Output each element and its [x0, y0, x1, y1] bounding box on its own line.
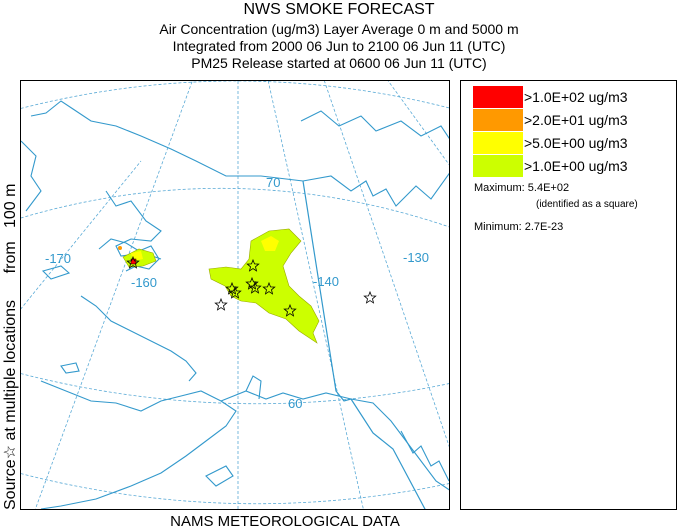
lon-label-170: -170 — [45, 251, 72, 266]
lon-line-180 — [21, 160, 142, 310]
alaska-canada-border — [302, 180, 426, 509]
legend-label-level3: >2.0E+01 ug/m3 — [524, 112, 628, 128]
legend-item-level2: >5.0E+00 ug/m3 — [473, 132, 673, 154]
lon-label-130: -130 — [403, 250, 430, 265]
lon-line-150 — [267, 81, 364, 509]
lon-line-130 — [387, 81, 449, 166]
source-star-icon — [228, 285, 242, 299]
lat-label-60: 60 — [288, 396, 303, 411]
plume-level2-central — [261, 236, 279, 251]
forecast-subtitle-integration: Integrated from 2000 06 Jun to 2100 06 J… — [172, 38, 506, 54]
lon-line-140 — [323, 81, 449, 448]
source-star-icon — [246, 258, 260, 272]
source-markers — [126, 255, 377, 317]
southwest-coast — [40, 380, 222, 412]
alaska-peninsula — [40, 400, 237, 509]
source-star-icon — [248, 280, 262, 294]
source-star-icon: ☆ — [2, 444, 19, 460]
south-central-coast — [220, 390, 449, 491]
source-axis-label: Source☆ at multiple locations from 100 m — [0, 80, 19, 510]
lat-line-60 — [21, 373, 449, 405]
plume-hotspot-west — [118, 246, 122, 250]
legend-max-note: (identified as a square) — [536, 199, 638, 210]
legend-item-level3: >2.0E+01 ug/m3 — [473, 109, 673, 131]
legend-swatch-level4 — [473, 86, 523, 108]
legend-label-level2: >5.0E+00 ug/m3 — [524, 135, 628, 151]
legend-item-level1: >1.0E+00 ug/m3 — [473, 155, 673, 177]
source-star-icon — [126, 255, 140, 269]
legend-swatch-level3 — [473, 109, 523, 131]
map-canvas — [21, 81, 449, 509]
legend-minimum: Minimum: 2.7E-23 — [474, 221, 564, 233]
forecast-title: NWS SMOKE FORECAST — [243, 1, 435, 18]
source-star-icon — [283, 303, 297, 317]
lon-label-160: -160 — [131, 275, 158, 290]
nunivak-island — [60, 362, 80, 374]
north-slope-coast — [30, 100, 449, 207]
graticule — [21, 81, 449, 509]
chukotka-coast — [21, 140, 42, 212]
source-label: Source — [2, 459, 19, 510]
legend-maximum: Maximum: 5.4E+02 — [474, 182, 570, 194]
legend-label-level1: >1.0E+00 ug/m3 — [524, 158, 628, 174]
source-star-icon — [363, 290, 377, 304]
source-star-icon — [245, 276, 259, 290]
lat-label-70: 70 — [266, 175, 281, 190]
seward-peninsula — [98, 238, 160, 272]
legend-swatch-level1 — [473, 155, 523, 177]
legend-item-level4: >1.0E+02 ug/m3 — [473, 86, 673, 108]
legend-swatch-level2 — [473, 132, 523, 154]
coastline — [21, 100, 449, 509]
source-star-icon — [214, 297, 228, 311]
source-star-icon — [262, 281, 276, 295]
lat-line-55 — [21, 473, 449, 505]
western-coast — [80, 295, 197, 382]
southeast-islands — [400, 430, 449, 482]
lat-line-70 — [21, 187, 449, 228]
st-lawrence-island — [41, 265, 71, 280]
arctic-islands — [300, 110, 449, 139]
forecast-subtitle-release: PM25 Release started at 0600 06 Jun 11 (… — [191, 55, 487, 71]
lon-line-170 — [34, 81, 193, 509]
source-location-label: at multiple locations from 100 m — [2, 183, 19, 445]
kodiak-island — [205, 465, 234, 487]
source-star-icon — [225, 281, 239, 295]
cook-inlet — [245, 375, 262, 400]
lat-line-75 — [21, 81, 449, 109]
legend-label-level4: >1.0E+02 ug/m3 — [524, 89, 628, 105]
concentration-legend: >1.0E+02 ug/m3 >2.0E+01 ug/m3 >5.0E+00 u… — [460, 80, 677, 510]
smoke-map: 70 60 -170 -160 -140 -130 — [20, 80, 450, 510]
meteorological-data-label: NAMS METEOROLOGICAL DATA — [170, 513, 400, 530]
lon-label-140: -140 — [313, 274, 340, 289]
forecast-subtitle-concentration: Air Concentration (ug/m3) Layer Average … — [159, 21, 519, 37]
